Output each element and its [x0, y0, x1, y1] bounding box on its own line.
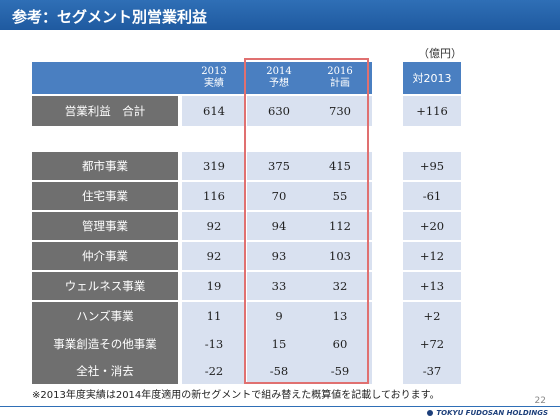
total-cell-2013: 614 — [182, 96, 246, 126]
segment-label: 住宅事業 — [32, 182, 178, 210]
segment-cell-2013: 92 — [182, 242, 246, 270]
segment-cell-2013: -22 — [182, 358, 246, 384]
segment-cell-2016: 112 — [308, 212, 372, 240]
segment-cell-2016: 55 — [308, 182, 372, 210]
table-header-band — [32, 62, 372, 94]
segment-label: ウェルネス事業 — [32, 272, 178, 300]
brand-mark-icon — [427, 410, 434, 416]
segment-cell-2016: -59 — [308, 358, 372, 384]
segment-cell-2016: 103 — [308, 242, 372, 270]
segment-cell-2016: 415 — [308, 152, 372, 180]
segment-cell-2014: 9 — [247, 302, 311, 330]
col-year-2014: 2014 — [266, 66, 292, 77]
comparison-header: 対2013 — [412, 72, 452, 85]
segment-diff: -37 — [403, 358, 461, 384]
segment-cell-2013: 92 — [182, 212, 246, 240]
title-bar: 参考：セグメント別営業利益 — [0, 0, 560, 30]
col-year-2016: 2016 — [327, 66, 353, 77]
segment-diff: +20 — [403, 212, 461, 240]
segment-cell-2014: 375 — [247, 152, 311, 180]
footnote: ※2013年度実績は2014年度適用の新セグメントで組み替えた概算値を記載してお… — [32, 390, 440, 401]
footer-divider — [0, 406, 560, 407]
brand-logo: TOKYU FUDOSAN HOLDINGS — [427, 409, 548, 417]
segment-cell-2013: -13 — [182, 330, 246, 358]
page-number: 22 — [534, 396, 546, 406]
total-row-label: 営業利益 合計 — [32, 96, 178, 126]
segment-label: 事業創造その他事業 — [32, 330, 178, 358]
col-year-2013: 2013 — [201, 66, 227, 77]
segment-cell-2014: 93 — [247, 242, 311, 270]
segment-cell-2013: 116 — [182, 182, 246, 210]
segment-diff: +13 — [403, 272, 461, 300]
total-cell-2014: 630 — [247, 96, 311, 126]
col-header-2013: 2013 実績 — [182, 62, 246, 94]
segment-cell-2014: 70 — [247, 182, 311, 210]
segment-cell-2013: 11 — [182, 302, 246, 330]
segment-label: ハンズ事業 — [32, 302, 178, 330]
segment-cell-2013: 319 — [182, 152, 246, 180]
total-diff: +116 — [403, 96, 461, 126]
col-header-2014: 2014 予想 — [247, 62, 311, 94]
segment-cell-2014: 33 — [247, 272, 311, 300]
segment-cell-2016: 60 — [308, 330, 372, 358]
col-label-2016: 計画 — [330, 78, 350, 89]
segment-label: 管理事業 — [32, 212, 178, 240]
segment-cell-2016: 32 — [308, 272, 372, 300]
segment-diff: +95 — [403, 152, 461, 180]
segment-label: 都市事業 — [32, 152, 178, 180]
col-label-2014: 予想 — [269, 78, 289, 89]
col-label-2013: 実績 — [204, 78, 224, 89]
page-title: 参考：セグメント別営業利益 — [12, 8, 208, 26]
segment-diff: -61 — [403, 182, 461, 210]
segment-diff: +72 — [403, 330, 461, 358]
segment-cell-2014: 15 — [247, 330, 311, 358]
segment-diff: +12 — [403, 242, 461, 270]
comparison-header-band — [403, 62, 461, 94]
segment-label: 仲介事業 — [32, 242, 178, 270]
segment-cell-2014: -58 — [247, 358, 311, 384]
segment-cell-2014: 94 — [247, 212, 311, 240]
segment-diff: +2 — [403, 302, 461, 330]
unit-label: （億円） — [418, 47, 462, 60]
segment-label: 全社・消去 — [32, 358, 178, 384]
segment-cell-2013: 19 — [182, 272, 246, 300]
col-header-2016: 2016 計画 — [308, 62, 372, 94]
brand-name: TOKYU FUDOSAN HOLDINGS — [436, 409, 548, 417]
total-cell-2016: 730 — [308, 96, 372, 126]
segment-cell-2016: 13 — [308, 302, 372, 330]
